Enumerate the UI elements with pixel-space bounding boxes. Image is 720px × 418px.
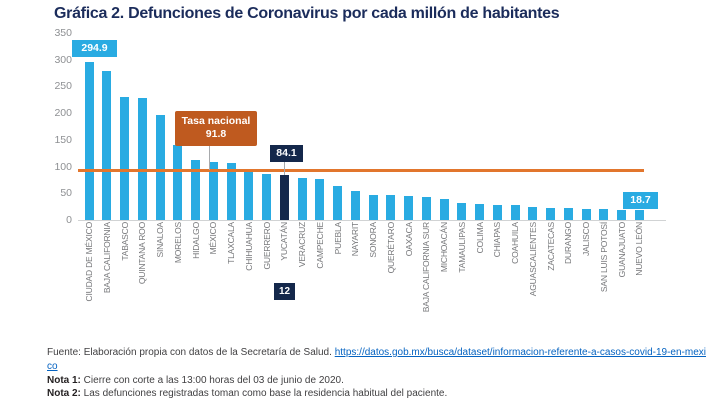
bar-chiapas — [492, 204, 502, 220]
y-tick-label: 100 — [54, 160, 72, 173]
bar-quintana-roo — [137, 98, 147, 220]
y-tick-label: 250 — [54, 80, 72, 93]
x-label-ciudad-de-méxico: CIUDAD DE MÉXICO — [84, 222, 94, 302]
bar-hidalgo — [191, 159, 200, 220]
bar-jalisco — [581, 208, 591, 220]
bar-chihuahua — [244, 170, 254, 220]
x-label-guerrero: GUERRERO — [261, 222, 272, 270]
x-label-san-luis-potosí: SAN LUIS POTOSÍ — [598, 222, 609, 293]
x-axis-baseline — [78, 220, 666, 221]
bar-morelos — [173, 145, 183, 220]
bar-nuevo-león — [634, 210, 644, 220]
x-label-baja-california-sur: BAJA CALIFORNIA SUR — [421, 222, 432, 313]
national-rate-callout: Tasa nacional 91.8 — [175, 111, 257, 146]
x-labels: 12 CIUDAD DE MÉXICO BAJA CALIFORNIA TABASC… — [78, 222, 666, 346]
x-label-querétaro: QUERÉTARO — [385, 222, 396, 274]
note-2-text: Las defunciones registradas toman como b… — [80, 388, 448, 400]
plot-area: Tasa nacional 91.8 294.9 84.1 18.7 — [72, 33, 666, 221]
x-label-aguascalientes: AGUASCALIENTES — [527, 222, 538, 297]
bar-veracruz — [297, 178, 307, 220]
footer: Fuente: Elaboración propia con datos de … — [47, 346, 706, 401]
note-1-label: Nota 1: — [47, 374, 81, 386]
bar-sonora — [368, 194, 378, 220]
x-label-nayarit: NAYARIT — [350, 222, 361, 257]
x-label-sonora: SONORA — [368, 222, 378, 258]
x-label-hidalgo: HIDALGO — [190, 222, 201, 259]
x-label-zacatecas: ZACATECAS — [545, 222, 556, 271]
national-rate-value: 91.8 — [205, 128, 227, 140]
note-2-label: Nota 2: — [47, 388, 81, 400]
x-label-colima: COLIMA — [474, 222, 485, 254]
x-label-jalisco: JALISCO — [581, 222, 591, 257]
bar-colima — [475, 203, 484, 220]
x-label-chihuahua: CHIHUAHUA — [243, 222, 254, 271]
y-axis: 0 50 100 150 200 250 300 350 — [28, 27, 72, 226]
bar-querétaro — [386, 195, 396, 220]
national-rate-line — [78, 169, 644, 173]
bar-puebla — [333, 186, 342, 220]
note-2: Nota 2: Las defunciones registradas toma… — [47, 387, 706, 401]
bar-durango — [563, 208, 573, 220]
bar-guerrero — [262, 174, 271, 220]
source-link[interactable]: https://datos.gob.mx/busca/dataset/infor… — [47, 347, 706, 372]
x-label-chiapas: CHIAPAS — [492, 222, 503, 258]
x-label-puebla: PUEBLA — [332, 222, 343, 255]
x-label-durango: DURANGO — [563, 222, 574, 265]
highlight-value-label: 84.1 — [270, 145, 303, 162]
highlight-leader-line — [284, 162, 285, 175]
bar-oaxaca — [404, 195, 413, 220]
y-tick-label: 350 — [54, 27, 72, 39]
highlight-rank-badge: 12 — [274, 283, 295, 300]
x-label-tamaulipas: TAMAULIPAS — [456, 222, 467, 273]
x-label-tabasco: TABASCO — [119, 222, 130, 261]
bar-sinaloa — [155, 114, 165, 220]
x-label-méxico: MÉXICO — [208, 222, 219, 255]
note-1-text: Cierre con corte a las 13:00 horas del 0… — [80, 374, 344, 386]
y-tick-label: 150 — [54, 133, 72, 146]
source-note: Fuente: Elaboración propia con datos de … — [47, 346, 706, 374]
bar-michoacán — [439, 199, 449, 220]
bar-nayarit — [350, 191, 360, 220]
note-1: Nota 1: Cierre con corte a las 13:00 hor… — [47, 374, 706, 388]
chart-title: Gráfica 2. Defunciones de Coronavirus po… — [54, 5, 560, 22]
national-rate-label: Tasa nacional — [181, 115, 251, 127]
bar-campeche — [315, 179, 325, 220]
bar-aguascalientes — [528, 207, 538, 220]
bar-coahuila — [510, 205, 520, 220]
x-label-sinaloa: SINALOA — [155, 222, 165, 258]
bar-zacatecas — [546, 207, 555, 220]
bar-méxico — [208, 161, 218, 220]
min-value-label: 18.7 — [623, 192, 658, 209]
x-label-guanajuato: GUANAJUATO — [616, 222, 627, 278]
bar-tabasco — [120, 96, 129, 220]
bar-ciudad-de-méxico — [84, 62, 94, 220]
x-label-oaxaca: OAXACA — [403, 222, 414, 257]
source-text: Fuente: Elaboración propia con datos de … — [47, 347, 335, 358]
max-value-label: 294.9 — [72, 40, 117, 57]
x-label-quintana-roo: QUINTANA ROO — [137, 222, 148, 285]
x-label-coahuila: COAHUILA — [510, 222, 520, 264]
x-label-michoacán: MICHOACÁN — [439, 222, 449, 273]
national-rate-leader-line — [209, 146, 210, 170]
bar-yucatán — [279, 175, 289, 220]
bar-san-luis-potosí — [599, 209, 609, 220]
x-label-yucatán: YUCATÁN — [279, 222, 290, 261]
bar-baja-california-sur — [421, 196, 431, 220]
y-tick-label: 200 — [54, 107, 72, 120]
x-label-campeche: CAMPECHE — [314, 222, 325, 269]
bar-guanajuato — [617, 209, 626, 220]
bar-tlaxcala — [226, 162, 236, 220]
x-label-baja-california: BAJA CALIFORNIA — [101, 222, 112, 294]
y-tick-label: 50 — [60, 187, 72, 200]
x-label-veracruz: VERACRUZ — [297, 222, 307, 268]
x-label-nuevo-león: NUEVO LEÓN — [634, 222, 645, 276]
x-label-tlaxcala: TLAXCALA — [226, 222, 236, 264]
bar-tamaulipas — [457, 203, 467, 220]
x-label-morelos: MORELOS — [172, 222, 183, 264]
bar-baja-california — [102, 71, 112, 220]
y-tick-label: 300 — [54, 53, 72, 66]
y-tick-label: 0 — [66, 214, 72, 226]
